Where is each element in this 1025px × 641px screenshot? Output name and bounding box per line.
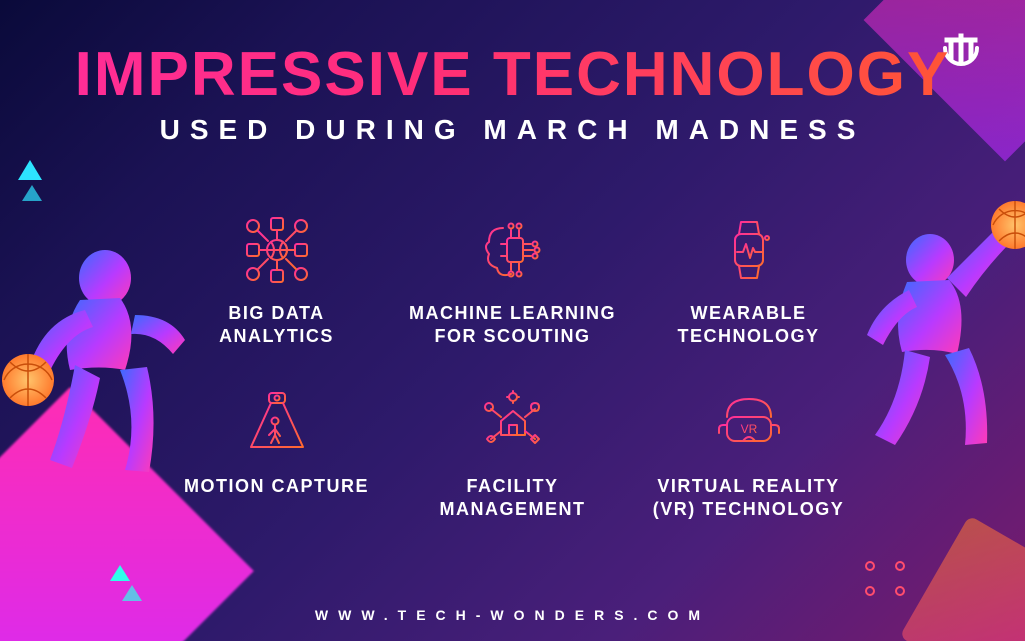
facility-icon (473, 383, 553, 463)
tech-grid: BIG DATA ANALYTICS MACHINE LEARNING FOR … (173, 210, 853, 520)
tech-item: WEARABLE TECHNOLOGY (645, 210, 853, 347)
deco-triangle (22, 185, 42, 201)
player-illustration-right (825, 190, 1025, 510)
headline-block: IMPRESSIVE TECHNOLOGY USED DURING MARCH … (0, 44, 1025, 146)
tech-item-label: VIRTUAL REALITY (VR) TECHNOLOGY (653, 475, 845, 520)
vr-icon: VR (709, 383, 789, 463)
tech-item-label: BIG DATA ANALYTICS (219, 302, 334, 347)
tech-item-label: FACILITY MANAGEMENT (440, 475, 586, 520)
tech-item: VR VIRTUAL REALITY (VR) TECHNOLOGY (645, 383, 853, 520)
deco-dot (895, 586, 905, 596)
deco-dot (865, 586, 875, 596)
deco-triangle (18, 160, 42, 180)
wearable-icon (709, 210, 789, 290)
tech-item: MACHINE LEARNING FOR SCOUTING (409, 210, 617, 347)
big-data-icon (237, 210, 317, 290)
infographic-canvas: IMPRESSIVE TECHNOLOGY USED DURING MARCH … (0, 0, 1025, 641)
motion-capture-icon (237, 383, 317, 463)
tech-item: BIG DATA ANALYTICS (173, 210, 381, 347)
title-sub: USED DURING MARCH MADNESS (0, 114, 1025, 146)
tech-item: FACILITY MANAGEMENT (409, 383, 617, 520)
title-main: IMPRESSIVE TECHNOLOGY (0, 44, 1025, 106)
deco-triangle (122, 585, 142, 601)
tech-item-label: WEARABLE TECHNOLOGY (677, 302, 819, 347)
tech-item: MOTION CAPTURE (173, 383, 381, 520)
deco-triangle (110, 565, 130, 581)
deco-dot (895, 561, 905, 571)
tech-item-label: MACHINE LEARNING FOR SCOUTING (409, 302, 616, 347)
deco-dot (865, 561, 875, 571)
ml-brain-icon (473, 210, 553, 290)
svg-text:VR: VR (740, 422, 757, 436)
footer-url: WWW.TECH-WONDERS.COM (0, 607, 1025, 623)
tech-item-label: MOTION CAPTURE (184, 475, 369, 498)
